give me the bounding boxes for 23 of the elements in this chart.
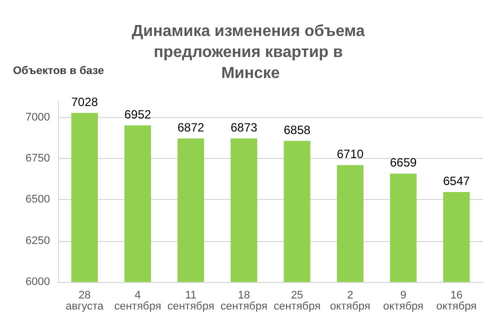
data-label: 6858: [284, 122, 311, 137]
x-tick-label: 9 октября: [383, 290, 424, 312]
x-tick-label: 16 октября: [436, 290, 477, 312]
x-tick-label: 2 октября: [330, 290, 370, 312]
y-axis-title: Объектов в базе: [13, 65, 104, 77]
x-tick-label: 28 августа: [66, 290, 104, 312]
x-tick-label: 18 сентября: [220, 290, 268, 312]
data-label: 7028: [71, 94, 98, 109]
data-label: 6952: [124, 107, 152, 122]
y-tick-label: 6250: [26, 234, 50, 247]
y-tick-label: 6500: [26, 194, 50, 206]
y-tick-label: 6750: [26, 152, 50, 165]
data-label: 6547: [443, 174, 470, 188]
x-tick-label: 11 сентября: [167, 290, 214, 312]
data-label: 6659: [390, 156, 417, 170]
data-label: 6710: [336, 147, 364, 162]
y-tick-label: 6000: [26, 276, 50, 288]
data-label: 6872: [177, 120, 204, 135]
chart-title: Динамика изменения объема предложения квартир в Минске: [132, 23, 370, 82]
x-tick-label: 4 сентября: [114, 290, 162, 312]
x-tick-label: 25 сентября: [274, 290, 321, 312]
data-label: 6873: [230, 120, 258, 134]
y-tick-label: 7000: [26, 111, 50, 124]
